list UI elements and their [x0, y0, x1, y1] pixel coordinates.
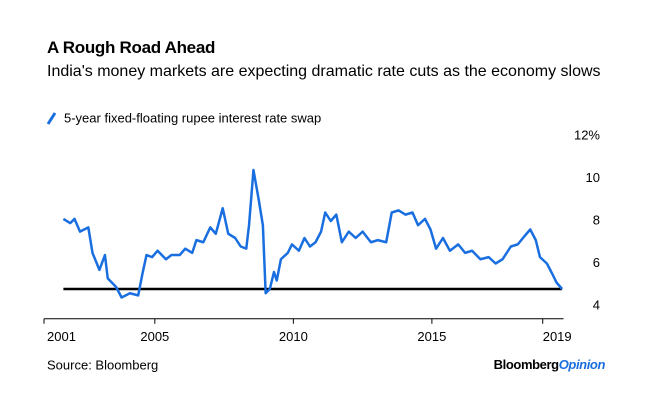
brand-logo: BloombergOpinion: [494, 357, 606, 372]
x-tick-label: 2005: [140, 329, 169, 344]
x-tick-label: 2010: [279, 329, 308, 344]
y-tick-label: 4: [593, 297, 600, 312]
data-line: [62, 168, 564, 299]
chart-subtitle: India's money markets are expecting dram…: [47, 63, 601, 80]
source: Source: Bloomberg: [47, 357, 158, 372]
x-tick-label: 2019: [543, 329, 572, 344]
brand: Bloomberg: [494, 357, 559, 372]
chart-title: A Rough Road Ahead: [47, 38, 216, 57]
y-tick-label: 6: [593, 255, 600, 270]
y-tick-label: 10: [586, 170, 600, 185]
legend-swatch: [46, 112, 57, 125]
legend-label: 5-year fixed-floating rupee interest rat…: [64, 110, 321, 125]
brand-suffix: Opinion: [559, 357, 606, 372]
x-tick-label: 2015: [417, 329, 446, 344]
y-tick-label: 8: [593, 212, 600, 227]
y-tick-label: 12%: [574, 127, 600, 142]
x-tick-label: 2001: [47, 329, 76, 344]
